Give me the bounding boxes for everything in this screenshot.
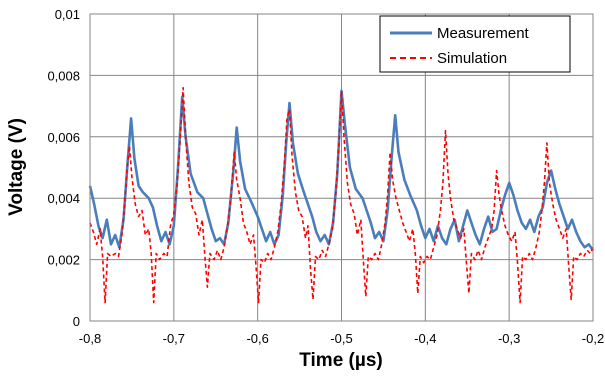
series-line-measurement: [88, 89, 595, 252]
y-tick-label-0: 0: [73, 314, 80, 329]
y-tick-label-4: 0,008: [47, 68, 80, 83]
legend: Measurement Simulation: [379, 15, 571, 73]
x-axis-title: Time (µs): [299, 350, 382, 371]
x-tick-label-5: -0,3: [498, 331, 520, 346]
plot-border: [89, 13, 594, 322]
y-axis-title: Voltage (V): [6, 118, 27, 216]
legend-label-simulation: Simulation: [437, 50, 507, 67]
x-tick-label-3: -0,5: [330, 331, 352, 346]
x-tick-label-6: -0,2: [582, 331, 604, 346]
x-tick-label-4: -0,4: [414, 331, 436, 346]
y-tick-label-2: 0,004: [47, 191, 80, 206]
legend-label-measurement: Measurement: [437, 25, 530, 42]
x-tick-labels: -0,8 -0,7 -0,6 -0,5 -0,4 -0,3 -0,2: [79, 331, 604, 346]
series-line-simulation: [89, 86, 594, 304]
x-tick-label-0: -0,8: [79, 331, 101, 346]
x-tick-label-2: -0,6: [246, 331, 268, 346]
y-tick-labels: 0 0,002 0,004 0,006 0,008 0,01: [47, 7, 80, 329]
grid: [89, 13, 594, 322]
y-tick-label-1: 0,002: [47, 253, 80, 268]
series-layer: [88, 86, 595, 304]
legend-box: [379, 15, 571, 73]
y-tick-label-5: 0,01: [55, 7, 80, 22]
x-tick-label-1: -0,7: [163, 331, 185, 346]
y-tick-label-3: 0,006: [47, 130, 80, 145]
